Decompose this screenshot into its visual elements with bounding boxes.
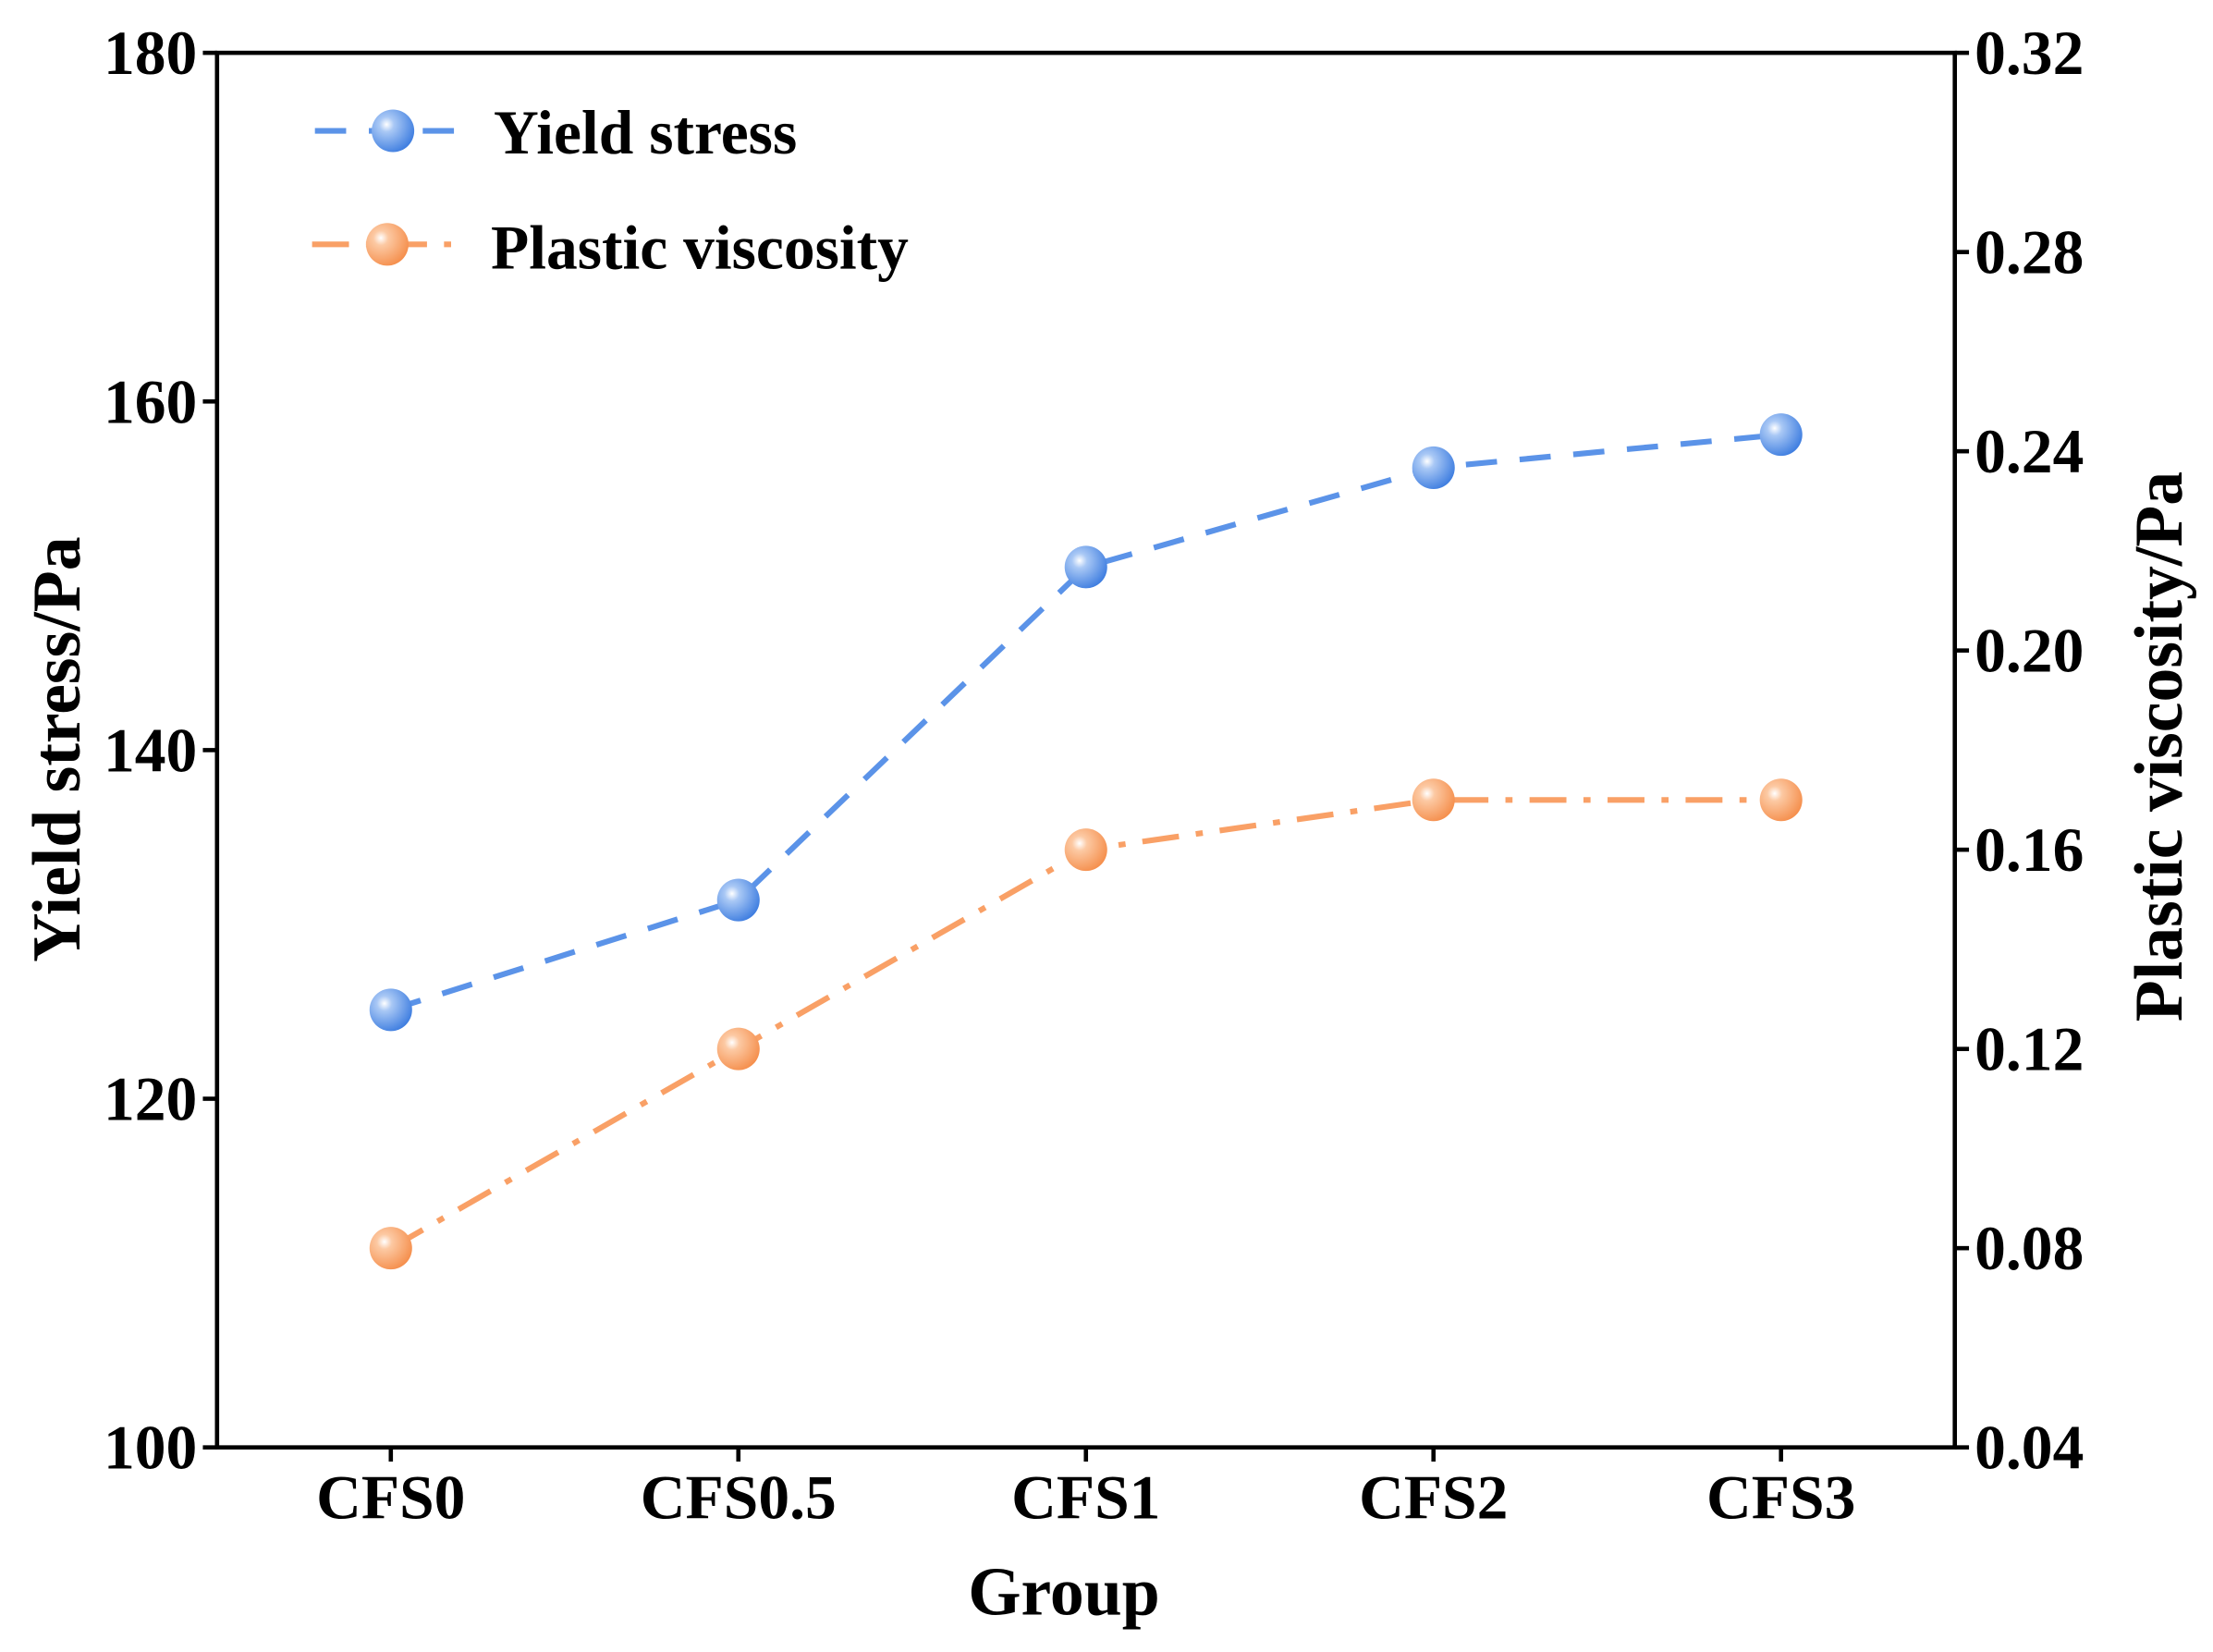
x-axis-label: Group <box>968 1554 1159 1630</box>
y-axis-label: Yield stress/Pa <box>18 536 94 961</box>
y2-tick-label: 0.32 <box>1975 18 2084 88</box>
y2-tick-label: 0.16 <box>1975 815 2084 885</box>
data-point-plastic-viscosity <box>716 1027 760 1071</box>
y2-tick-label: 0.04 <box>1975 1413 2084 1483</box>
y-tick-label: 180 <box>104 18 197 88</box>
series-line-yield-stress <box>389 432 1782 1013</box>
data-point-yield-stress <box>1064 545 1107 589</box>
x-tick-label: CFS0 <box>316 1462 465 1532</box>
y2-tick-label: 0.12 <box>1975 1015 2084 1084</box>
legend: Yield stress Plastic viscosity <box>312 98 909 282</box>
y2-tick-label: 0.08 <box>1975 1214 2084 1283</box>
x-tick-label: CFS2 <box>1359 1462 1508 1532</box>
y2-tick-label: 0.24 <box>1975 417 2084 486</box>
data-point-plastic-viscosity <box>369 1227 412 1270</box>
y-tick-label: 160 <box>104 367 197 436</box>
y2-axis-label: Plastic viscosity/Pa <box>2121 471 2196 1022</box>
y-tick-label: 100 <box>104 1413 197 1483</box>
y-tick-label: 140 <box>104 716 197 785</box>
x-tick-label: CFS0.5 <box>641 1462 837 1532</box>
data-point-yield-stress <box>369 988 412 1032</box>
data-point-yield-stress <box>716 878 760 922</box>
data-point-plastic-viscosity <box>1759 778 1803 822</box>
legend-label-yield-stress: Yield stress <box>494 98 797 167</box>
data-point-plastic-viscosity <box>1064 828 1107 872</box>
y2-tick-label: 0.20 <box>1975 617 2084 686</box>
x-tick-label: CFS3 <box>1706 1462 1855 1532</box>
legend-label-plastic-viscosity: Plastic viscosity <box>491 213 909 282</box>
plot-frame <box>214 50 1958 1450</box>
x-tick-label: CFS1 <box>1011 1462 1160 1532</box>
legend-marker-yield-stress <box>372 109 415 153</box>
data-point-plastic-viscosity <box>1412 778 1455 822</box>
y2-tick-label: 0.28 <box>1975 218 2084 288</box>
y-tick-label: 120 <box>104 1065 197 1134</box>
legend-marker-plastic-viscosity <box>365 223 409 266</box>
data-point-yield-stress <box>1759 413 1803 457</box>
data-point-yield-stress <box>1412 446 1455 489</box>
